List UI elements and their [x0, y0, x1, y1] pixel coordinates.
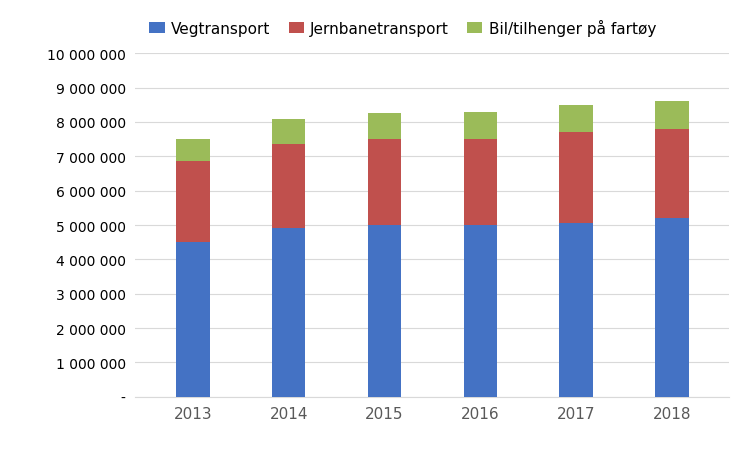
Bar [368, 226, 402, 397]
Bar [368, 140, 402, 226]
Bar [272, 229, 305, 397]
Legend: Vegtransport, Jernbanetransport, Bil/tilhenger på fartøy: Vegtransport, Jernbanetransport, Bil/til… [144, 14, 662, 43]
Bar [559, 224, 593, 397]
Bar [655, 129, 689, 219]
Bar [655, 102, 689, 129]
Bar [368, 114, 402, 140]
Bar [559, 133, 593, 224]
Bar [272, 119, 305, 145]
Bar [176, 140, 210, 162]
Bar [463, 226, 497, 397]
Bar [176, 162, 210, 243]
Bar [463, 140, 497, 226]
Bar [272, 145, 305, 229]
Bar [655, 219, 689, 397]
Bar [176, 243, 210, 397]
Bar [463, 112, 497, 140]
Bar [559, 106, 593, 133]
